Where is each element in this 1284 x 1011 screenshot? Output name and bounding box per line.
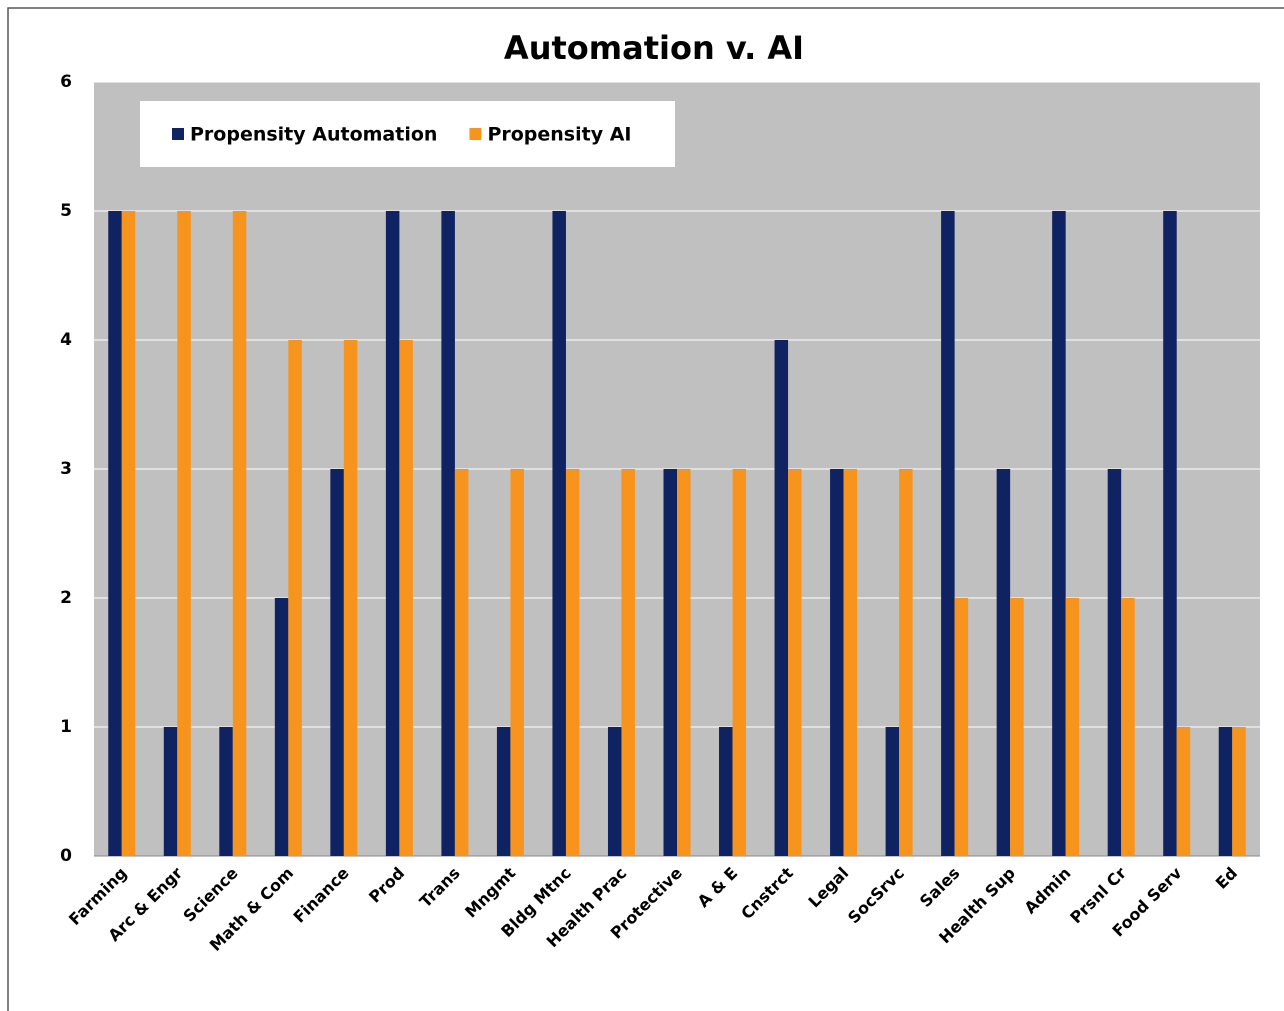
- bar: [177, 211, 191, 856]
- bar: [1065, 598, 1080, 856]
- bar: [232, 211, 247, 856]
- bar: [719, 727, 733, 856]
- bar: [565, 469, 580, 856]
- y-tick-label: 1: [60, 717, 72, 737]
- bar: [1121, 598, 1135, 856]
- bar: [1010, 598, 1024, 856]
- bar: [788, 469, 802, 856]
- bar: [774, 340, 789, 856]
- bar: [1176, 727, 1191, 856]
- bar: [663, 469, 677, 856]
- legend-label: Propensity Automation: [190, 124, 437, 146]
- bar: [941, 211, 955, 856]
- y-tick-label: 6: [60, 72, 72, 92]
- bar: [677, 469, 691, 856]
- bar: [343, 340, 358, 856]
- bar: [108, 211, 122, 856]
- bar: [1163, 211, 1177, 856]
- bar: [1107, 469, 1122, 856]
- bar: [274, 598, 289, 856]
- bar: [219, 727, 233, 856]
- y-tick-label: 2: [60, 588, 72, 608]
- bar: [163, 727, 178, 856]
- bar: [899, 469, 913, 856]
- chart-title: Automation v. AI: [504, 29, 804, 67]
- y-tick-label: 4: [60, 330, 72, 350]
- legend-swatch: [469, 128, 482, 140]
- bar: [954, 598, 969, 856]
- bar: [330, 469, 344, 856]
- y-tick-label: 0: [60, 846, 72, 866]
- bar: [621, 469, 635, 856]
- bar: [121, 211, 136, 856]
- bar: [1232, 727, 1246, 856]
- legend-box: [140, 101, 675, 167]
- bar: [830, 469, 844, 856]
- legend-swatch: [172, 128, 184, 140]
- bar: [496, 727, 511, 856]
- bar: [843, 469, 858, 856]
- bar: [1218, 727, 1233, 856]
- bar: [454, 469, 469, 856]
- y-tick-label: 5: [60, 201, 72, 221]
- bar: [288, 340, 302, 856]
- bar: [385, 211, 400, 856]
- bar: [996, 469, 1011, 856]
- bar: [552, 211, 566, 856]
- bar: [607, 727, 622, 856]
- bar: [885, 727, 900, 856]
- bar: [732, 469, 747, 856]
- bar: [510, 469, 524, 856]
- bar: [1052, 211, 1066, 856]
- bar: [399, 340, 413, 856]
- y-tick-label: 3: [60, 459, 72, 479]
- legend-label: Propensity AI: [487, 124, 631, 146]
- bar: [441, 211, 455, 856]
